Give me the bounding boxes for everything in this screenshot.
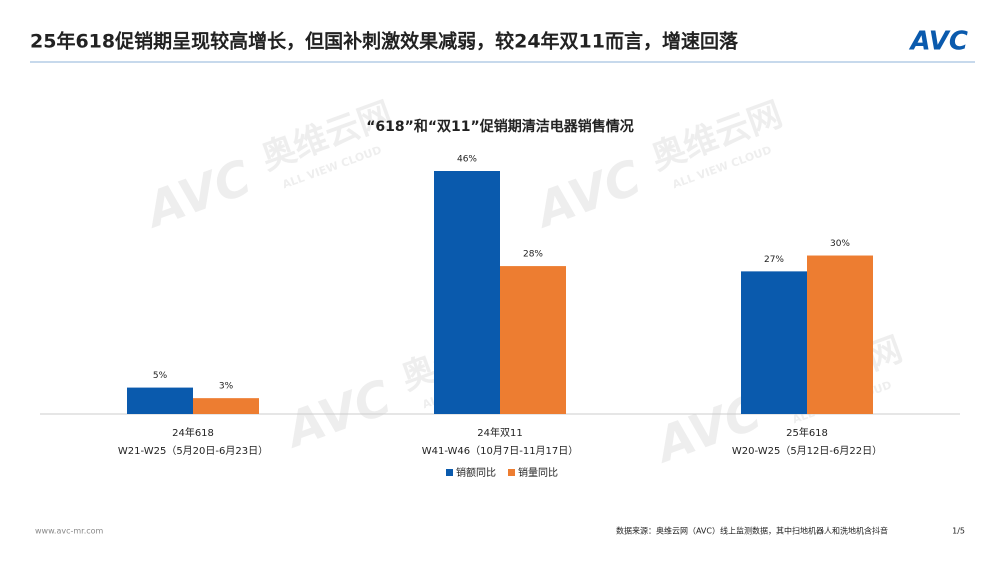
bar <box>434 171 500 414</box>
value-label: 27% <box>764 255 784 265</box>
x-tick-sublabel: W41-W46（10月7日-11月17日） <box>422 445 579 457</box>
bar <box>500 266 566 414</box>
value-label: 5% <box>153 371 168 381</box>
value-label: 28% <box>523 250 543 260</box>
watermark-logo: AVC <box>136 150 259 240</box>
source: 数据来源：奥维云网（AVC）线上监测数据，其中扫地机器人和洗地机含抖音 <box>616 526 888 536</box>
logo: AVC <box>908 27 968 57</box>
x-tick-sublabel: W21-W25（5月20日-6月23日） <box>118 445 268 457</box>
bar <box>807 255 873 414</box>
bar <box>741 271 807 414</box>
legend-swatch <box>446 469 453 476</box>
legend-swatch <box>508 469 515 476</box>
website: www.avc-mr.com <box>35 527 104 536</box>
legend-label: 销量同比 <box>518 466 558 479</box>
x-tick-label: 25年618 <box>786 426 828 439</box>
chart-title: “618”和“双11”促销期清洁电器销售情况 <box>366 118 634 135</box>
legend-label: 销额同比 <box>456 466 496 479</box>
slide-title: 25年618促销期呈现较高增长，但国补刺激效果减弱，较24年双11而言，增速回落 <box>30 30 739 53</box>
x-tick-label: 24年618 <box>172 426 214 439</box>
x-tick-sublabel: W20-W25（5月12日-6月22日） <box>732 445 882 457</box>
value-label: 46% <box>457 155 477 165</box>
watermark-logo: AVC <box>526 150 649 240</box>
bar <box>127 387 193 414</box>
value-label: 3% <box>219 382 234 392</box>
page-number: 1/5 <box>952 527 965 536</box>
watermark-logo: AVC <box>276 370 399 460</box>
x-tick-label: 24年双11 <box>477 426 522 439</box>
bar <box>193 398 259 414</box>
value-label: 30% <box>830 239 850 249</box>
